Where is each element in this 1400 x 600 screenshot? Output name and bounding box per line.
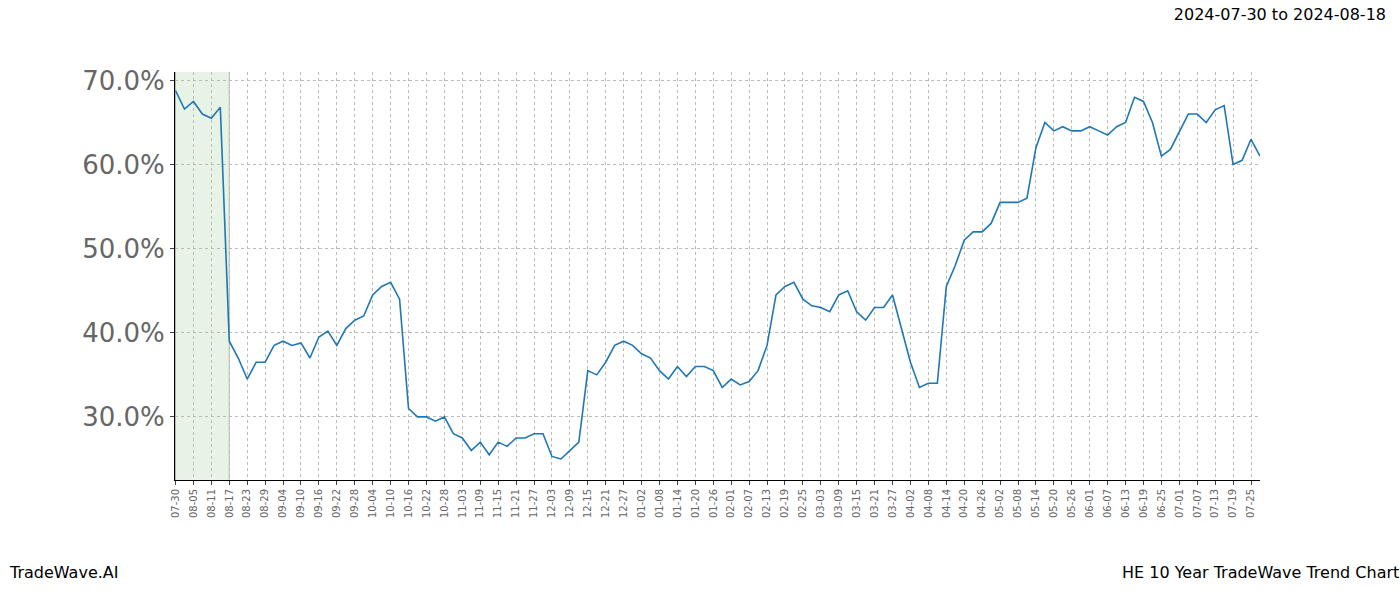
svg-text:HE 10 Year TradeWave Trend Cha: HE 10 Year TradeWave Trend Chart bbox=[1122, 563, 1399, 582]
svg-text:12-03: 12-03 bbox=[546, 489, 557, 518]
svg-text:02-07: 02-07 bbox=[743, 489, 754, 518]
svg-text:09-10: 09-10 bbox=[295, 489, 306, 518]
svg-text:05-08: 05-08 bbox=[1012, 489, 1023, 518]
svg-text:05-02: 05-02 bbox=[994, 489, 1005, 518]
svg-text:07-07: 07-07 bbox=[1192, 489, 1203, 518]
svg-text:2024-07-30 to 2024-08-18: 2024-07-30 to 2024-08-18 bbox=[1174, 5, 1386, 24]
svg-text:08-17: 08-17 bbox=[224, 489, 235, 518]
svg-text:03-27: 03-27 bbox=[887, 489, 898, 518]
svg-text:07-30: 07-30 bbox=[170, 489, 181, 518]
svg-text:60.0%: 60.0% bbox=[82, 150, 165, 180]
svg-text:02-13: 02-13 bbox=[761, 489, 772, 518]
svg-text:03-09: 03-09 bbox=[833, 489, 844, 518]
svg-text:05-20: 05-20 bbox=[1048, 489, 1059, 518]
svg-text:01-20: 01-20 bbox=[690, 489, 701, 518]
svg-text:12-09: 12-09 bbox=[564, 489, 575, 518]
svg-text:10-16: 10-16 bbox=[403, 489, 414, 518]
svg-text:02-19: 02-19 bbox=[779, 489, 790, 518]
svg-text:04-26: 04-26 bbox=[976, 489, 987, 518]
svg-text:02-25: 02-25 bbox=[797, 489, 808, 518]
svg-text:07-19: 07-19 bbox=[1227, 489, 1238, 518]
svg-text:07-25: 07-25 bbox=[1245, 489, 1256, 518]
svg-text:07-13: 07-13 bbox=[1209, 489, 1220, 518]
svg-text:10-10: 10-10 bbox=[385, 489, 396, 518]
svg-text:01-02: 01-02 bbox=[636, 489, 647, 518]
svg-text:09-28: 09-28 bbox=[349, 489, 360, 518]
svg-text:09-16: 09-16 bbox=[313, 489, 324, 518]
svg-text:09-04: 09-04 bbox=[277, 489, 288, 518]
svg-text:40.0%: 40.0% bbox=[82, 318, 165, 348]
svg-text:01-14: 01-14 bbox=[672, 489, 683, 518]
svg-text:06-25: 06-25 bbox=[1156, 489, 1167, 518]
svg-text:12-27: 12-27 bbox=[618, 489, 629, 518]
svg-text:11-27: 11-27 bbox=[528, 489, 539, 518]
svg-text:08-23: 08-23 bbox=[241, 489, 252, 518]
svg-text:08-11: 08-11 bbox=[206, 489, 217, 518]
svg-text:06-13: 06-13 bbox=[1120, 489, 1131, 518]
svg-text:06-07: 06-07 bbox=[1102, 489, 1113, 518]
svg-text:06-19: 06-19 bbox=[1138, 489, 1149, 518]
svg-text:10-28: 10-28 bbox=[439, 489, 450, 518]
svg-text:04-02: 04-02 bbox=[905, 489, 916, 518]
svg-text:12-15: 12-15 bbox=[582, 489, 593, 518]
svg-text:04-20: 04-20 bbox=[958, 489, 969, 518]
svg-text:11-09: 11-09 bbox=[474, 489, 485, 518]
svg-text:03-03: 03-03 bbox=[815, 489, 826, 518]
svg-text:TradeWave.AI: TradeWave.AI bbox=[9, 563, 118, 582]
svg-text:03-15: 03-15 bbox=[851, 489, 862, 518]
svg-text:11-15: 11-15 bbox=[492, 489, 503, 518]
svg-text:05-26: 05-26 bbox=[1066, 489, 1077, 518]
svg-text:08-05: 08-05 bbox=[188, 489, 199, 518]
svg-text:04-14: 04-14 bbox=[941, 489, 952, 518]
svg-text:10-22: 10-22 bbox=[421, 489, 432, 518]
svg-text:01-26: 01-26 bbox=[708, 489, 719, 518]
svg-text:50.0%: 50.0% bbox=[82, 234, 165, 264]
svg-text:30.0%: 30.0% bbox=[82, 402, 165, 432]
svg-text:10-04: 10-04 bbox=[367, 489, 378, 518]
svg-text:11-21: 11-21 bbox=[510, 489, 521, 518]
svg-text:03-21: 03-21 bbox=[869, 489, 880, 518]
svg-text:11-03: 11-03 bbox=[457, 489, 468, 518]
svg-text:05-14: 05-14 bbox=[1030, 489, 1041, 518]
svg-text:04-08: 04-08 bbox=[923, 489, 934, 518]
svg-text:07-01: 07-01 bbox=[1174, 489, 1185, 518]
svg-text:02-01: 02-01 bbox=[725, 489, 736, 518]
svg-text:01-08: 01-08 bbox=[654, 489, 665, 518]
svg-text:08-29: 08-29 bbox=[259, 489, 270, 518]
svg-text:09-22: 09-22 bbox=[331, 489, 342, 518]
svg-text:12-21: 12-21 bbox=[600, 489, 611, 518]
svg-text:70.0%: 70.0% bbox=[82, 66, 165, 96]
svg-text:06-01: 06-01 bbox=[1084, 489, 1095, 518]
